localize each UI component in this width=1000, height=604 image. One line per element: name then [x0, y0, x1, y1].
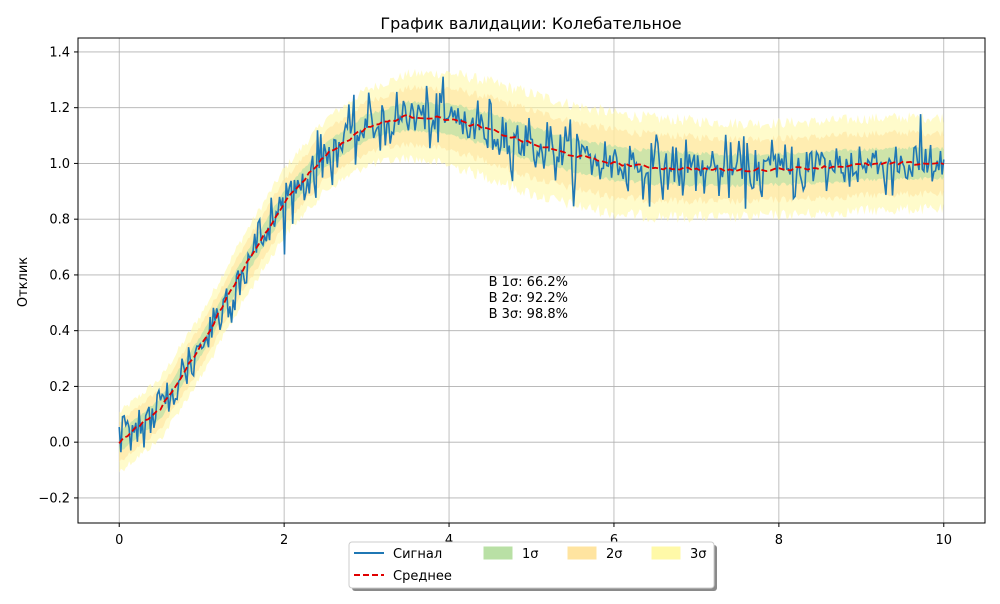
- x-tick-label-1: 2: [280, 533, 288, 548]
- plot-area: 0 2 4 6 8 10 −0.2 0.0 0.2 0.4 0.6 0.8 1.0 1.2 1.4 В 1σ:…: [38, 37, 986, 591]
- y-tick-label-1: 0.0: [49, 436, 70, 451]
- y-tick-label-5: 0.8: [49, 213, 70, 228]
- x-tick-label-0: 0: [115, 533, 123, 548]
- legend: Сигнал Среднее 1σ 2σ 3σ: [348, 541, 717, 591]
- annotation-line-2: В 3σ: 98.8%: [489, 307, 568, 322]
- y-tick-label-8: 1.4: [49, 45, 70, 60]
- legend-mean-label: Среднее: [393, 569, 452, 584]
- legend-band-2-label: 2σ: [606, 547, 623, 562]
- y-tick-label-7: 1.2: [49, 101, 70, 116]
- x-tick-label-2: 4: [445, 533, 453, 548]
- legend-band-3-swatch: [651, 546, 681, 560]
- legend-band-1-label: 1σ: [522, 547, 539, 562]
- legend-box: [348, 541, 715, 589]
- chart-title: График валидации: Колебательное: [380, 14, 681, 33]
- x-tick-label-5: 10: [935, 533, 952, 548]
- legend-band-3-label: 3σ: [690, 547, 707, 562]
- y-tick-label-0: −0.2: [38, 491, 70, 506]
- annotation-line-1: В 2σ: 92.2%: [489, 291, 568, 306]
- annotation-line-0: В 1σ: 66.2%: [489, 275, 568, 290]
- y-tick-label-6: 1.0: [49, 157, 70, 172]
- legend-band-1-swatch: [483, 546, 513, 560]
- x-tick-label-3: 6: [610, 533, 618, 548]
- y-tick-label-3: 0.4: [49, 324, 70, 339]
- plot-frame: [77, 37, 986, 524]
- y-tick-label-4: 0.6: [49, 268, 70, 283]
- y-tick-label-2: 0.2: [49, 380, 70, 395]
- x-tick-label-4: 8: [775, 533, 783, 548]
- legend-signal-label: Сигнал: [393, 547, 442, 562]
- y-axis-label: Отклик: [16, 257, 31, 307]
- series-mean: [118, 113, 945, 444]
- legend-band-2-swatch: [567, 546, 597, 560]
